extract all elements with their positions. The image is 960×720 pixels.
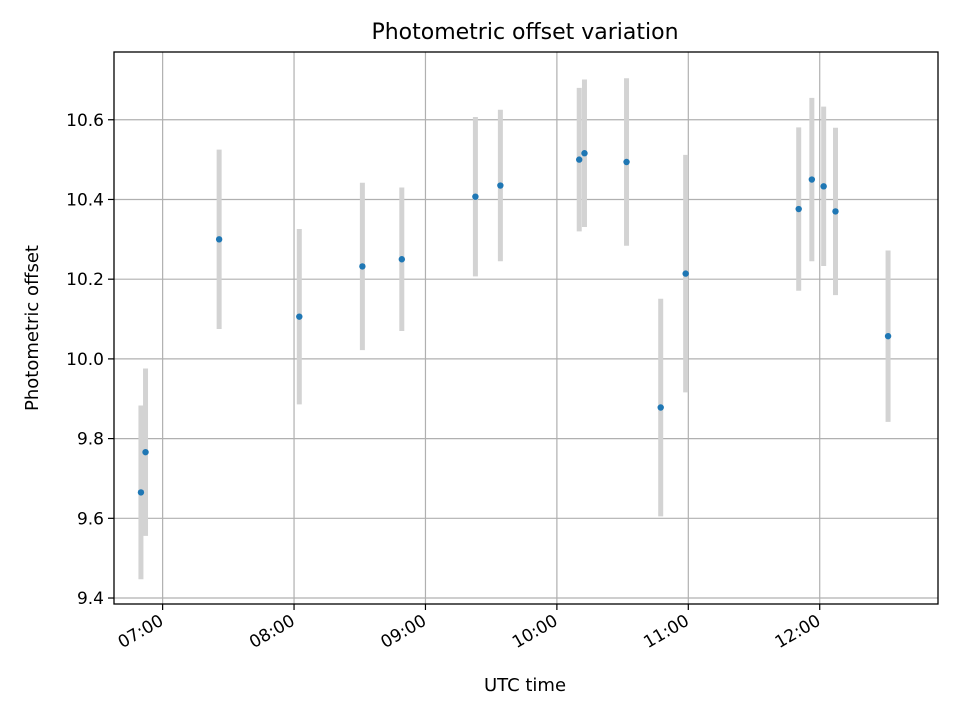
data-point <box>398 256 406 263</box>
y-tick-label: 9.6 <box>77 509 104 529</box>
data-point <box>832 208 839 215</box>
y-tick-label: 10.6 <box>66 111 104 131</box>
y-tick-label: 10.4 <box>66 190 104 210</box>
data-point <box>808 176 816 183</box>
plot-area-frame <box>113 51 939 605</box>
data-point <box>296 313 303 320</box>
data-point <box>682 270 689 277</box>
chart-title: Photometric offset variation <box>371 20 678 45</box>
data-point <box>576 156 583 163</box>
data-point <box>884 332 892 340</box>
y-axis-label: Photometric offset <box>22 245 43 411</box>
data-point <box>472 193 479 200</box>
y-tick-label: 9.8 <box>77 430 104 450</box>
data-point <box>657 404 664 411</box>
y-tick-label: 10.0 <box>66 350 104 370</box>
x-axis-label: UTC time <box>484 675 566 696</box>
data-point <box>795 205 802 213</box>
data-point <box>497 182 504 189</box>
data-points <box>137 150 892 496</box>
y-axis-ticks: 9.4 9.6 9.8 10.0 10.2 10.4 10.6 <box>66 111 114 609</box>
grid <box>114 52 938 604</box>
data-point <box>359 263 366 270</box>
data-point <box>215 236 223 243</box>
data-point <box>623 158 630 166</box>
data-point <box>820 183 827 190</box>
data-point <box>142 448 149 456</box>
y-tick-label: 10.2 <box>66 270 104 290</box>
y-tick-label: 9.4 <box>77 589 104 609</box>
data-point <box>581 150 588 157</box>
data-point <box>137 489 145 496</box>
